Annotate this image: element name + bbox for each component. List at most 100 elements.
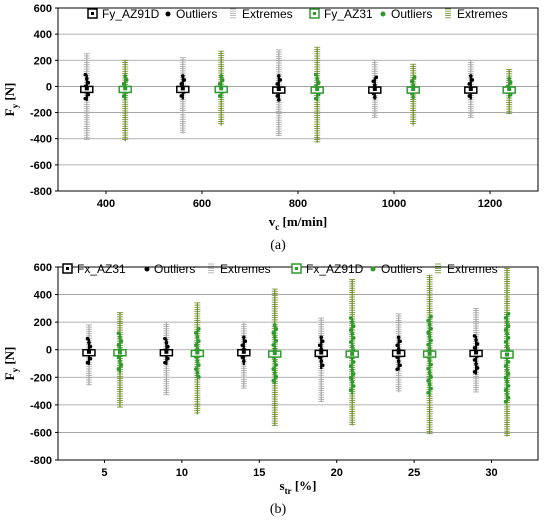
legend: Fx_AZ31 Outliers Extremes Fx_AZ91D Outliers E… (62, 262, 498, 276)
outlier-point (506, 324, 511, 328)
outlier-point (348, 316, 353, 320)
median-marker (507, 87, 512, 92)
x-axis-label: str [%] (280, 478, 317, 496)
x-tick-label: 10 (176, 467, 188, 479)
outlier-point (271, 343, 276, 347)
outlier-point (195, 359, 200, 363)
median-marker (276, 87, 281, 92)
outlier-point (427, 370, 432, 375)
outlier-point (350, 320, 354, 324)
outlier-point (427, 358, 432, 363)
outlier-point (373, 95, 377, 100)
y-tick-label: -400 (30, 400, 52, 412)
outlier-point (88, 356, 93, 361)
outlier-point (274, 327, 279, 331)
x-axis-label-unit: [%] (292, 478, 317, 493)
outlier-point (472, 358, 477, 362)
outlier-point (351, 324, 356, 328)
outlier-point (429, 362, 433, 367)
outlier-point (398, 339, 402, 344)
outlier-point (503, 328, 508, 332)
median-marker (372, 87, 377, 92)
outlier-point (83, 72, 88, 77)
x-axis-label-main: v (269, 214, 276, 229)
outlier-point (348, 328, 353, 332)
legend-label: Fy_AZ31 (324, 7, 373, 21)
panel-caption: (a) (270, 238, 286, 253)
x-tick-label: 15 (253, 467, 265, 479)
median-marker (350, 351, 355, 356)
outlier-point (429, 338, 433, 343)
outlier-point (271, 367, 276, 371)
extremes-band (122, 59, 129, 142)
outlier-point (272, 335, 277, 339)
median-marker (411, 87, 416, 92)
outlier-point (467, 94, 472, 98)
outlier-point (427, 322, 432, 327)
outlier-point (467, 82, 472, 86)
outlier-point (182, 78, 187, 82)
x-tick-label: 25 (408, 467, 420, 479)
y-tick-label: 600 (34, 3, 52, 15)
median-marker (241, 349, 246, 354)
median-marker (117, 350, 122, 355)
outlier-point (505, 332, 509, 336)
legend-outlier-symbol (380, 11, 386, 17)
outlier-point (412, 75, 417, 80)
x-tick-label: 400 (97, 198, 115, 210)
outlier-point (243, 339, 248, 344)
outlier-point (374, 75, 379, 80)
outlier-point (242, 359, 246, 364)
outlier-point (316, 80, 321, 85)
outlier-point (87, 340, 91, 345)
legend-label: Fx_AZ31 (77, 262, 126, 276)
outliers-band (271, 323, 279, 385)
y-tick-label: -200 (30, 108, 52, 120)
outlier-point (506, 336, 511, 340)
outlier-point (426, 330, 430, 335)
outlier-point (118, 335, 122, 339)
x-tick-label: 5 (101, 467, 107, 479)
outlier-point (350, 380, 354, 384)
outlier-point (348, 340, 353, 344)
legend-median-symbol (295, 267, 298, 270)
legend-label: Outliers (391, 7, 432, 21)
median-marker (427, 351, 432, 356)
outlier-point (319, 359, 324, 364)
y-axis-label: Fy [N] (2, 83, 20, 117)
outlier-point (409, 79, 414, 84)
outlier-point (197, 327, 201, 331)
series-second (113, 267, 514, 437)
x-axis-label-main: s (280, 478, 285, 493)
outlier-point (475, 342, 480, 346)
panel-caption: (b) (270, 502, 287, 517)
outlier-point (474, 362, 478, 366)
outlier-point (315, 76, 320, 81)
outlier-point (123, 74, 127, 78)
outlier-point (350, 368, 354, 372)
outlier-point (429, 326, 433, 331)
outlier-point (475, 366, 480, 370)
x-axis-label-subscript: c (275, 222, 279, 232)
outlier-point (508, 80, 513, 85)
outlier-point (217, 82, 222, 86)
outlier-point (121, 94, 126, 98)
outlier-point (240, 343, 245, 348)
legend-median-symbol (313, 12, 316, 15)
outlier-point (121, 82, 126, 86)
outlier-point (242, 335, 246, 340)
x-tick-label: 800 (289, 198, 307, 210)
outlier-point (506, 384, 511, 388)
median-marker (180, 86, 185, 91)
y-tick-label: -800 (30, 455, 52, 467)
outlier-point (395, 367, 399, 372)
outlier-point (220, 78, 225, 82)
x-tick-label: 600 (193, 198, 211, 210)
outlier-point (506, 372, 511, 376)
y-axis-label: Fy [N] (2, 347, 20, 381)
outlier-point (505, 368, 509, 372)
legend-label: Extremes (447, 262, 498, 276)
outlier-point (503, 316, 508, 320)
outlier-point (277, 98, 281, 102)
series-first (80, 49, 478, 141)
